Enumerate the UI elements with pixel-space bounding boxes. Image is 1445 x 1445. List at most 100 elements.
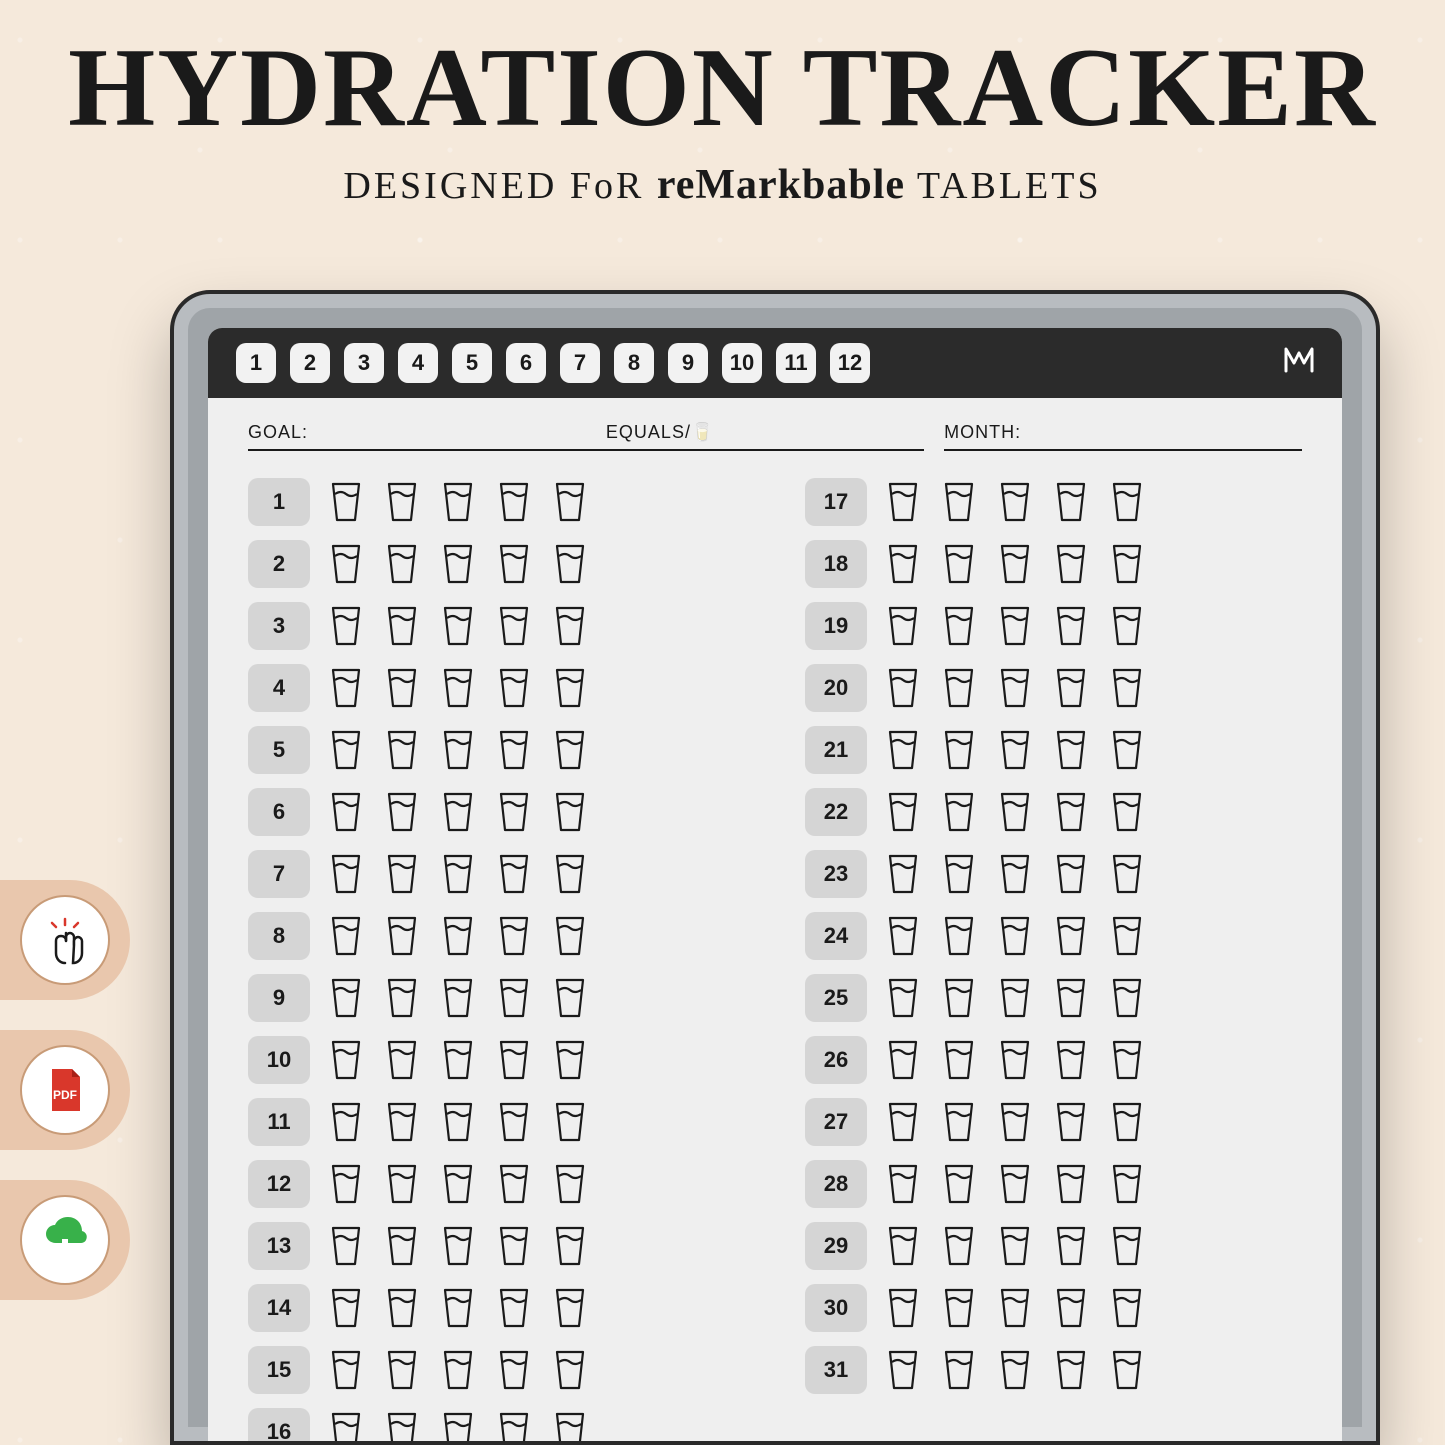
cup-icon[interactable] [552, 914, 588, 958]
cup-icon[interactable] [997, 852, 1033, 896]
cup-icon[interactable] [885, 1224, 921, 1268]
cup-icon[interactable] [552, 1410, 588, 1441]
cup-icon[interactable] [885, 790, 921, 834]
cup-icon[interactable] [1053, 604, 1089, 648]
cup-icon[interactable] [1109, 1100, 1145, 1144]
cup-icon[interactable] [1109, 1286, 1145, 1330]
cup-icon[interactable] [496, 852, 532, 896]
cup-icon[interactable] [440, 1100, 476, 1144]
cup-icon[interactable] [384, 1348, 420, 1392]
cup-icon[interactable] [440, 728, 476, 772]
cup-icon[interactable] [496, 480, 532, 524]
cup-icon[interactable] [496, 1286, 532, 1330]
cup-icon[interactable] [440, 790, 476, 834]
cup-icon[interactable] [941, 1100, 977, 1144]
cup-icon[interactable] [885, 1286, 921, 1330]
cup-icon[interactable] [1109, 1038, 1145, 1082]
cup-icon[interactable] [384, 480, 420, 524]
month-pill[interactable]: 3 [344, 343, 384, 383]
cup-icon[interactable] [1053, 542, 1089, 586]
cup-icon[interactable] [384, 728, 420, 772]
month-pill[interactable]: 4 [398, 343, 438, 383]
cup-icon[interactable] [496, 1224, 532, 1268]
cup-icon[interactable] [997, 728, 1033, 772]
cup-icon[interactable] [885, 1100, 921, 1144]
cup-icon[interactable] [552, 666, 588, 710]
cup-icon[interactable] [1109, 1162, 1145, 1206]
cup-icon[interactable] [1053, 480, 1089, 524]
cup-icon[interactable] [885, 1348, 921, 1392]
cup-icon[interactable] [496, 542, 532, 586]
cup-icon[interactable] [997, 1038, 1033, 1082]
cup-icon[interactable] [552, 1100, 588, 1144]
cup-icon[interactable] [440, 666, 476, 710]
cup-icon[interactable] [1109, 914, 1145, 958]
month-pill[interactable]: 5 [452, 343, 492, 383]
cup-icon[interactable] [1053, 1038, 1089, 1082]
cup-icon[interactable] [997, 480, 1033, 524]
cup-icon[interactable] [941, 542, 977, 586]
cup-icon[interactable] [328, 1162, 364, 1206]
month-pill[interactable]: 2 [290, 343, 330, 383]
cup-icon[interactable] [552, 1224, 588, 1268]
cup-icon[interactable] [496, 604, 532, 648]
cup-icon[interactable] [384, 790, 420, 834]
cup-icon[interactable] [328, 790, 364, 834]
cup-icon[interactable] [384, 1286, 420, 1330]
month-pill[interactable]: 12 [830, 343, 870, 383]
cup-icon[interactable] [885, 728, 921, 772]
cup-icon[interactable] [885, 1162, 921, 1206]
cup-icon[interactable] [885, 914, 921, 958]
cup-icon[interactable] [384, 604, 420, 648]
cup-icon[interactable] [328, 852, 364, 896]
cup-icon[interactable] [552, 1162, 588, 1206]
cup-icon[interactable] [384, 542, 420, 586]
cup-icon[interactable] [1053, 666, 1089, 710]
cup-icon[interactable] [440, 1162, 476, 1206]
cup-icon[interactable] [941, 728, 977, 772]
cup-icon[interactable] [997, 1286, 1033, 1330]
month-pill[interactable]: 11 [776, 343, 816, 383]
cup-icon[interactable] [885, 542, 921, 586]
cup-icon[interactable] [328, 604, 364, 648]
cup-icon[interactable] [941, 790, 977, 834]
cup-icon[interactable] [440, 480, 476, 524]
equals-field[interactable]: EQUALS/🥛 [606, 422, 924, 451]
cup-icon[interactable] [885, 1038, 921, 1082]
cup-icon[interactable] [997, 604, 1033, 648]
cup-icon[interactable] [1109, 728, 1145, 772]
cup-icon[interactable] [328, 1286, 364, 1330]
cup-icon[interactable] [328, 1348, 364, 1392]
cup-icon[interactable] [440, 1224, 476, 1268]
cup-icon[interactable] [885, 666, 921, 710]
cup-icon[interactable] [997, 1224, 1033, 1268]
cup-icon[interactable] [552, 790, 588, 834]
badge-download[interactable] [0, 1180, 130, 1300]
cup-icon[interactable] [552, 728, 588, 772]
cup-icon[interactable] [552, 480, 588, 524]
month-pill[interactable]: 8 [614, 343, 654, 383]
goal-field[interactable]: GOAL: [248, 422, 606, 451]
cup-icon[interactable] [496, 976, 532, 1020]
cup-icon[interactable] [552, 1038, 588, 1082]
cup-icon[interactable] [552, 852, 588, 896]
cup-icon[interactable] [941, 1038, 977, 1082]
cup-icon[interactable] [496, 1348, 532, 1392]
month-pill[interactable]: 9 [668, 343, 708, 383]
cup-icon[interactable] [1053, 790, 1089, 834]
cup-icon[interactable] [384, 976, 420, 1020]
cup-icon[interactable] [1109, 1224, 1145, 1268]
badge-pdf[interactable]: PDF [0, 1030, 130, 1150]
cup-icon[interactable] [1053, 1100, 1089, 1144]
cup-icon[interactable] [328, 728, 364, 772]
cup-icon[interactable] [941, 852, 977, 896]
cup-icon[interactable] [496, 1100, 532, 1144]
cup-icon[interactable] [941, 1162, 977, 1206]
cup-icon[interactable] [440, 604, 476, 648]
cup-icon[interactable] [384, 1162, 420, 1206]
cup-icon[interactable] [997, 790, 1033, 834]
cup-icon[interactable] [440, 1348, 476, 1392]
cup-icon[interactable] [1109, 790, 1145, 834]
cup-icon[interactable] [941, 1286, 977, 1330]
cup-icon[interactable] [1053, 1224, 1089, 1268]
